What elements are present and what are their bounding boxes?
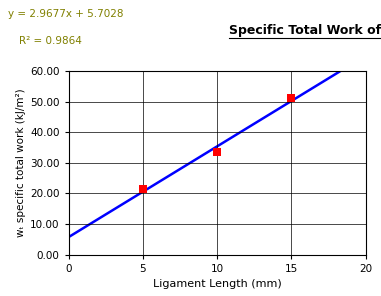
X-axis label: Ligament Length (mm): Ligament Length (mm)	[153, 279, 282, 289]
Point	[214, 150, 220, 155]
Text: Specific Total Work of Fracture: Specific Total Work of Fracture	[229, 24, 381, 37]
Point	[140, 186, 146, 191]
Text: y = 2.9677x + 5.7028: y = 2.9677x + 5.7028	[8, 9, 123, 19]
Point	[288, 96, 295, 100]
Y-axis label: wₜ specific total work (kJ/m²): wₜ specific total work (kJ/m²)	[16, 89, 26, 237]
Text: R² = 0.9864: R² = 0.9864	[19, 36, 82, 46]
